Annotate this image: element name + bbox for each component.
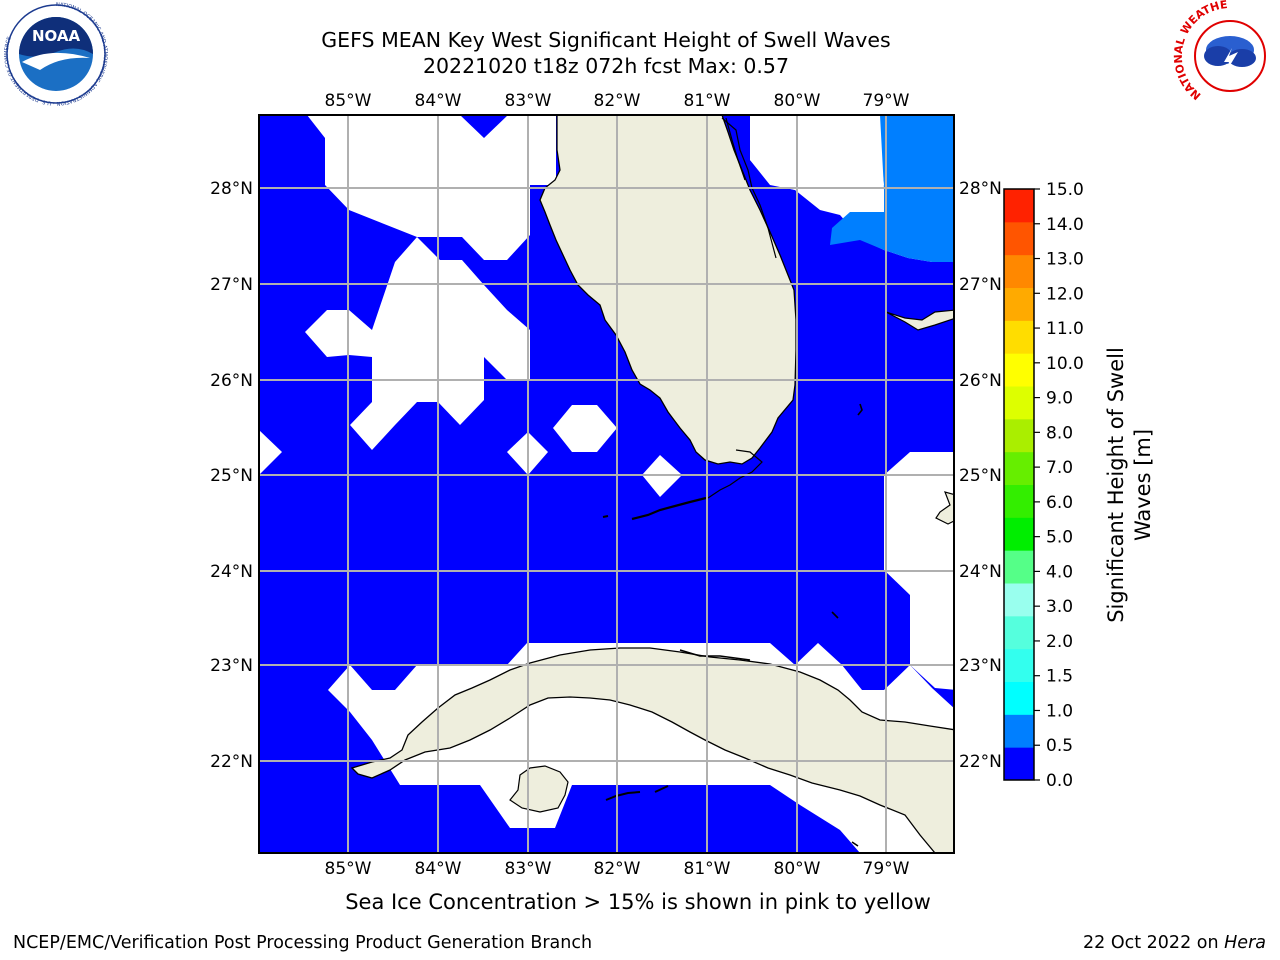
noaa-logo-text: NOAA	[32, 27, 81, 45]
lat-label-left: 24°N	[210, 562, 253, 582]
florida-land	[539, 115, 797, 465]
colorbar-tick-label: 0.0	[1046, 771, 1073, 791]
lat-label-left: 26°N	[210, 371, 253, 391]
colorbar-frame	[1003, 188, 1035, 781]
lat-label-left: 28°N	[210, 179, 253, 199]
colorbar-tick-label: 1.5	[1046, 667, 1073, 687]
map-frame	[258, 114, 955, 854]
colorbar-segment	[1004, 189, 1034, 223]
colorbar-segment	[1004, 747, 1034, 781]
lon-label-top: 83°W	[505, 91, 552, 111]
lat-label-right: 26°N	[959, 371, 1002, 391]
lon-label-bottom: 79°W	[863, 859, 910, 879]
footer-credit: NCEP/EMC/Verification Post Processing Pr…	[13, 933, 593, 953]
svg-text:NATIONAL WEATHER SERVICE: NATIONAL WEATHER SERVICE	[0, 0, 1228, 102]
lat-label-right: 27°N	[959, 275, 1002, 295]
sea-ice-note: Sea Ice Concentration > 15% is shown in …	[345, 890, 931, 914]
lat-label-left: 27°N	[210, 275, 253, 295]
map-area	[259, 115, 954, 853]
lat-label-left: 23°N	[210, 656, 253, 676]
cuba-land	[350, 647, 954, 853]
chart-subtitle: 20221020 t18z 072h fcst Max: 0.57	[422, 54, 790, 78]
lon-label-bottom: 83°W	[505, 859, 552, 879]
footer-date: 22 Oct 2022 on Hera	[1083, 933, 1266, 953]
colorbar-tick-label: 6.0	[1046, 493, 1073, 513]
lat-label-right: 23°N	[959, 656, 1002, 676]
colorbar-segment	[1004, 386, 1034, 420]
colorbar-tick-label: 5.0	[1046, 528, 1073, 548]
colorbar-tick-label: 4.0	[1046, 562, 1073, 582]
lat-label-right: 25°N	[959, 466, 1002, 486]
lat-label-right: 28°N	[959, 179, 1002, 199]
colorbar-tick-label: 8.0	[1046, 423, 1073, 443]
colorbar-label: Significant Height of Swell Waves [m]	[1104, 347, 1155, 623]
lon-label-bottom: 81°W	[684, 859, 731, 879]
colorbar-tick-label: 3.0	[1046, 597, 1073, 617]
colorbar-segment	[1004, 451, 1034, 485]
colorbar-tick-label: 9.0	[1046, 389, 1073, 409]
lon-label-bottom: 80°W	[774, 859, 821, 879]
lat-label-right: 24°N	[959, 562, 1002, 582]
colorbar-segment	[1004, 418, 1034, 453]
colorbar-segment	[1004, 287, 1034, 321]
lon-label-top: 80°W	[774, 91, 821, 111]
colorbar-label-line1: Significant Height of Swell	[1104, 347, 1128, 623]
footer-host: Hera	[1224, 933, 1266, 953]
colorbar-segment	[1004, 583, 1034, 617]
chart-title: GEFS MEAN Key West Significant Height of…	[321, 28, 891, 52]
lon-labels: 85°W 84°W 83°W 82°W 81°W 80°W 79°W 85°W …	[325, 91, 910, 879]
colorbar-segment	[1004, 681, 1034, 715]
colorbar-tick-label: 10.0	[1046, 354, 1084, 374]
colorbar-segment	[1004, 615, 1034, 650]
lon-label-top: 79°W	[863, 91, 910, 111]
colorbar-segment	[1004, 254, 1034, 288]
colorbar-tick-label: 7.0	[1046, 458, 1073, 478]
lat-label-right: 22°N	[959, 752, 1002, 772]
colorbar-segment	[1004, 550, 1034, 584]
lat-labels: 28°N 27°N 26°N 25°N 24°N 23°N 22°N 28°N …	[210, 179, 1002, 772]
colorbar-label-line2: Waves [m]	[1131, 429, 1155, 541]
footer-date-text: 22 Oct 2022 on	[1083, 933, 1225, 953]
graticule	[259, 115, 954, 853]
colorbar-tick-label: 15.0	[1046, 180, 1084, 200]
colorbar-tick-label: 14.0	[1046, 215, 1084, 235]
nws-ring-text: NATIONAL WEATHER SERVICE	[0, 0, 1228, 102]
colorbar-tick-label: 12.0	[1046, 284, 1084, 304]
colorbar-segment	[1004, 320, 1034, 354]
lon-label-top: 81°W	[684, 91, 731, 111]
colorbar-segment	[1004, 648, 1034, 682]
lon-label-bottom: 85°W	[325, 859, 372, 879]
colorbar-segment	[1004, 221, 1034, 256]
colorbar-tick-label: 13.0	[1046, 250, 1084, 270]
colorbar-tick-label: 1.0	[1046, 701, 1073, 721]
colorbar-tick-label: 11.0	[1046, 319, 1084, 339]
colorbar-tick-label: 2.0	[1046, 632, 1073, 652]
lon-label-bottom: 84°W	[415, 859, 462, 879]
colorbar-segment	[1004, 714, 1034, 748]
colorbar-segment	[1004, 517, 1034, 551]
colorbar: 0.0 0.5 1.0 1.5 2.0 3.0 4.0 5.0 6.0 7.0 8.0 9.0 10.0…	[1003, 180, 1084, 791]
colorbar-segment	[1004, 353, 1034, 387]
lon-label-bottom: 82°W	[594, 859, 641, 879]
lat-label-left: 25°N	[210, 466, 253, 486]
colorbar-segment	[1004, 484, 1034, 518]
noaa-logo: NOAA NATIONAL OCEANIC AND ATMOSPHERIC AD…	[4, 2, 108, 106]
colorbar-tick-label: 0.5	[1046, 736, 1073, 756]
lon-label-top: 85°W	[325, 91, 372, 111]
lat-label-left: 22°N	[210, 752, 253, 772]
lon-label-top: 82°W	[594, 91, 641, 111]
lon-label-top: 84°W	[415, 91, 462, 111]
